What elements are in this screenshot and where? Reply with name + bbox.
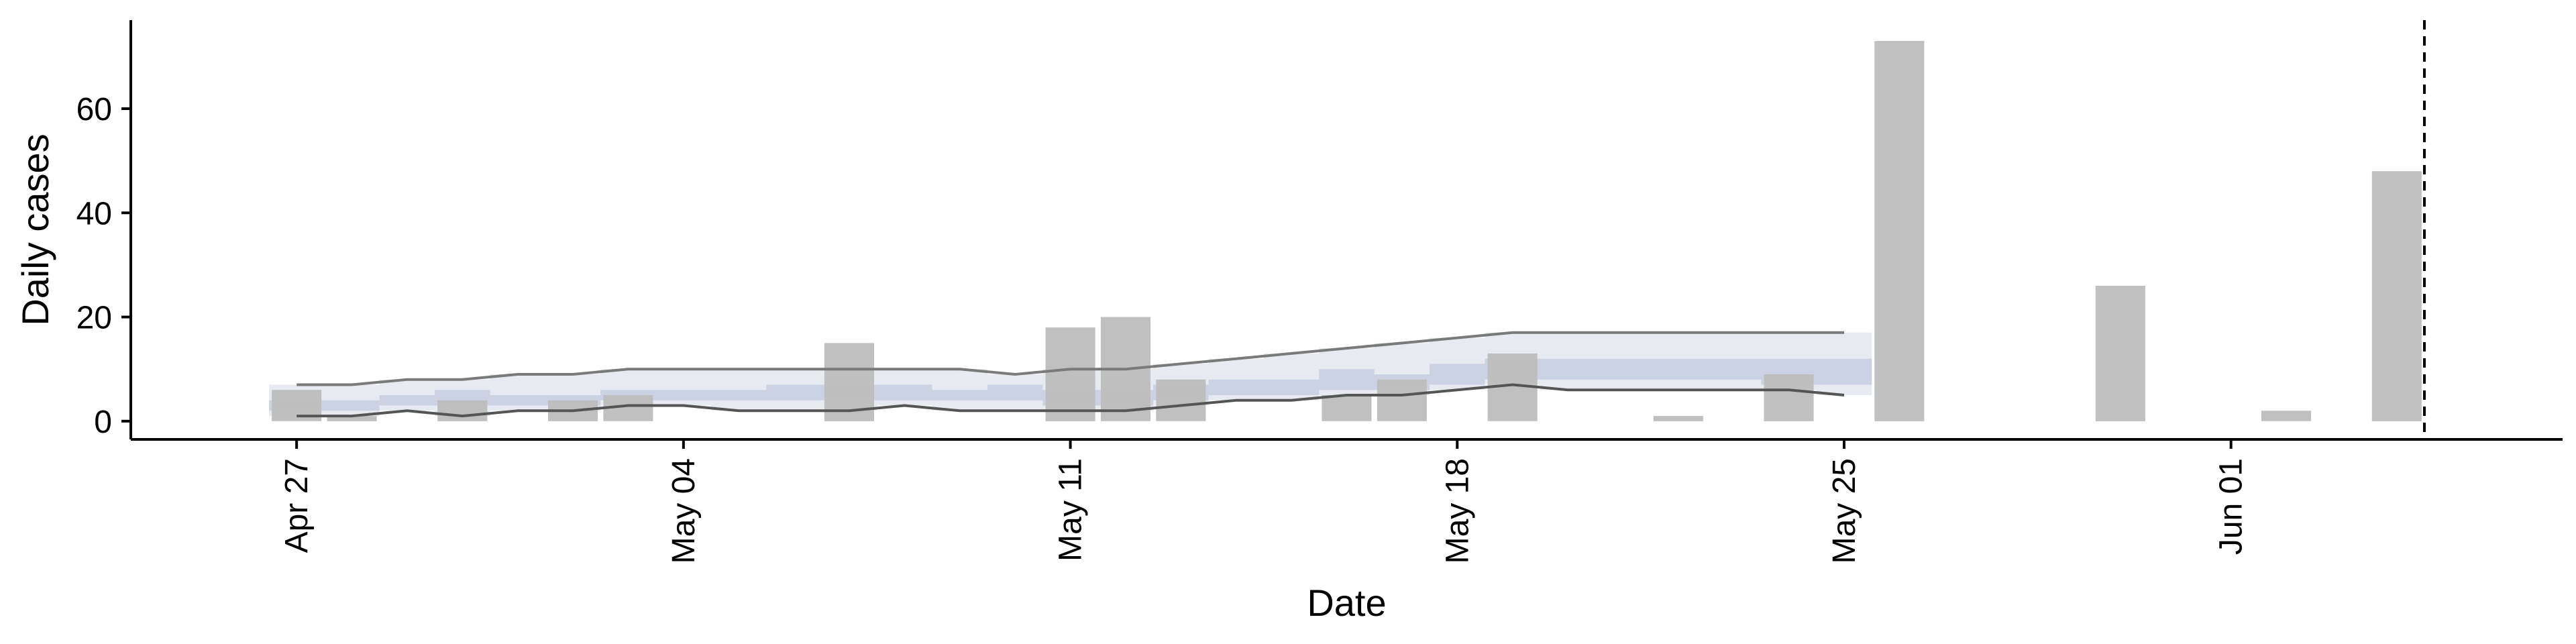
bars-layer	[272, 41, 2422, 421]
x-tick-label: Apr 27	[279, 458, 315, 553]
bar	[1156, 379, 1206, 421]
lower-bound-line	[297, 383, 1845, 418]
bar	[1764, 374, 1814, 421]
x-tick-label: May 04	[666, 458, 702, 564]
y-tick-label: 20	[76, 301, 112, 336]
x-axis-title: Date	[1307, 582, 1386, 624]
x-tick-label: May 25	[1827, 458, 1862, 564]
y-tick-label: 0	[94, 405, 112, 440]
y-axis-title: Daily cases	[14, 133, 56, 325]
bar	[1045, 327, 1095, 421]
bar	[1377, 379, 1427, 421]
axes-layer: 0 20 40 60 Apr 27 May 04 May 11 May 18 May 25 Jun…	[76, 20, 2563, 564]
bar	[2095, 286, 2145, 421]
bar	[327, 416, 377, 421]
x-tick-label: Jun 01	[2214, 458, 2249, 555]
y-tick-label: 40	[76, 196, 112, 231]
bar	[1322, 395, 1372, 421]
interval-inner-band	[269, 358, 1872, 411]
x-tick-label: May 11	[1053, 458, 1089, 561]
bar	[2261, 411, 2312, 421]
bar	[1874, 41, 1925, 421]
upper-bound-line	[297, 331, 1844, 386]
bar	[2371, 171, 2422, 421]
y-tick-label: 60	[76, 92, 112, 127]
bar	[437, 400, 488, 421]
bar	[1653, 416, 1703, 421]
bounds-layer	[297, 331, 1845, 418]
x-tick-label: May 18	[1440, 458, 1475, 564]
